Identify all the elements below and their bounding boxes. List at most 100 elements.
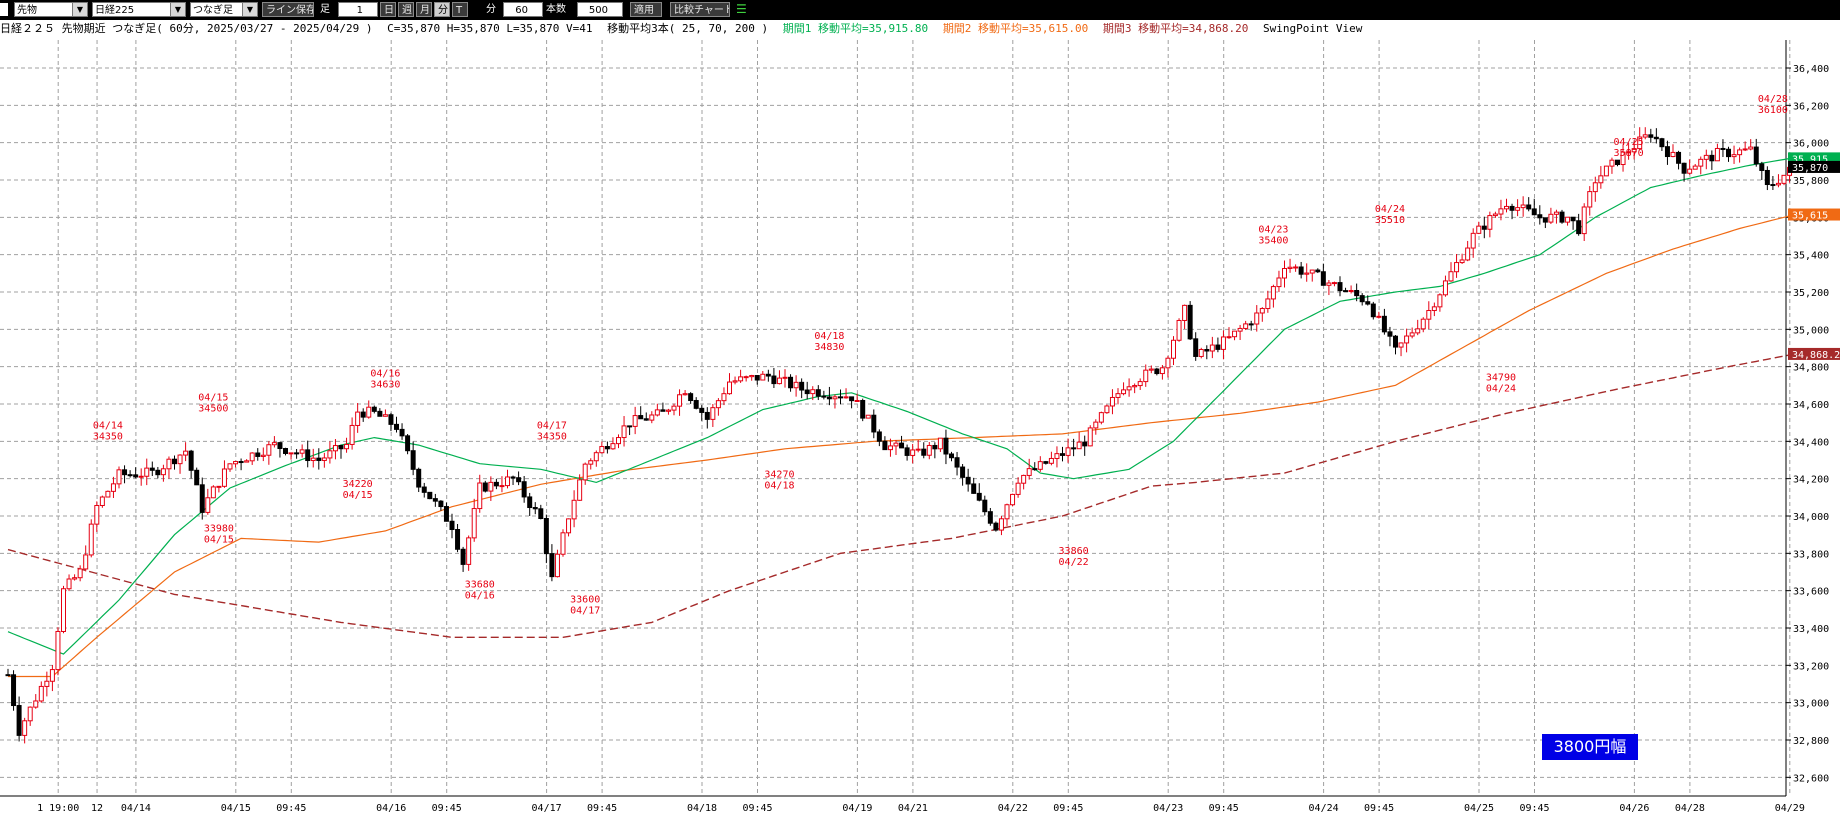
candle-body [1598,175,1604,184]
candle [949,451,954,462]
candle-body [138,475,144,478]
candle [105,490,111,498]
candle-body [427,491,433,500]
period-minute-button[interactable]: 分 [434,2,450,17]
candle-body [754,375,760,381]
x-tick-label: 09:45 [1053,803,1083,814]
candle-body [1726,148,1731,158]
compare-chart-button[interactable]: 比較チャート [670,2,730,17]
candle [921,442,927,459]
candle [1309,269,1315,282]
swing-price: 34630 [370,379,400,390]
candle [1065,438,1071,463]
candle-body [1215,344,1221,350]
period-month-button[interactable]: 月 [416,2,432,17]
candle-body [1542,217,1548,223]
candle-body [1071,447,1077,450]
period-day-button[interactable]: 日 [380,2,396,17]
candle [327,441,333,464]
candle-body [122,469,128,476]
candle [72,574,78,581]
candle-body [776,377,782,385]
candle [1553,209,1559,224]
x-tick-label: 04/16 [376,803,406,814]
swing-price: 34350 [93,432,123,443]
candle-body [1442,280,1448,296]
count-label: 本数 [546,4,566,15]
candle [1759,161,1765,181]
candle-body [1065,447,1071,456]
candle [1459,253,1465,264]
candle [183,442,189,462]
x-tick-label: 09:45 [1519,803,1549,814]
candlesticks [5,127,1798,744]
price-label-text: 35,870 [1792,163,1828,174]
candle-body [727,381,732,395]
candle-body [238,461,244,464]
y-tick-label: 35,800 [1793,176,1829,187]
candle [1481,216,1487,239]
count-input[interactable]: 500 [577,2,623,17]
product-select[interactable]: 先物 ▼ [14,2,88,17]
candle [671,403,677,416]
candle [799,378,805,399]
y-tick-label: 32,600 [1793,773,1829,784]
candle [166,456,172,479]
foot-input[interactable]: 1 [338,2,378,17]
candle-body [538,508,544,519]
candle [199,477,205,520]
candle [1576,213,1582,236]
candle [1282,260,1287,288]
swing-price: 33980 [204,524,234,535]
period-week-button[interactable]: 週 [398,2,414,17]
candle [566,518,572,537]
price-label-text: 34,868.2 [1792,350,1840,361]
indicator-icon[interactable]: ☰ [736,2,747,16]
candle [665,408,671,415]
swing-price: 34500 [198,404,228,415]
candle-body [66,578,72,590]
candle [527,492,533,517]
minute-input[interactable]: 60 [503,2,543,17]
candle [1370,301,1376,320]
candle-body [554,553,560,578]
ohlcv-readout: C=35,870 H=35,870 L=35,870 V=41 [387,22,593,35]
apply-button[interactable]: 適用 [630,2,662,17]
candle-body [1254,312,1260,325]
candle [899,435,905,449]
candle-body [1381,315,1387,333]
candle [643,412,649,421]
candle-body [338,445,344,450]
period-tick-button[interactable]: T [452,2,468,17]
chart-type-select[interactable]: つなぎ足 ▼ [190,2,258,17]
candle [976,483,982,502]
candle [521,475,527,503]
candle [954,451,960,476]
candle-body [1437,294,1443,308]
swing-price: 33600 [570,595,600,606]
candle-body [937,437,943,450]
window-menu-icon[interactable] [0,3,8,16]
candle-body [1526,204,1532,210]
save-line-button[interactable]: ライン保存 [262,2,314,17]
candle [1620,144,1626,172]
chart-info-bar: 日経２２５ 先物期近 つなぎ足( 60分, 2025/03/27 - 2025/… [0,20,1790,38]
candle-body [810,389,816,395]
candle [1703,149,1709,170]
candle [971,477,977,494]
candle-body [965,476,971,485]
candle [432,493,438,507]
candle [1492,211,1498,218]
candle-body [1132,385,1138,388]
candle-body [1559,211,1565,223]
candle [882,436,888,451]
candle-body [194,469,200,486]
candle [660,402,666,412]
minute-label: 分 [486,4,496,15]
index-select[interactable]: 日経225 ▼ [92,2,186,17]
candle [749,374,755,381]
candle-body [155,469,161,476]
swing-price: 33680 [465,580,495,591]
